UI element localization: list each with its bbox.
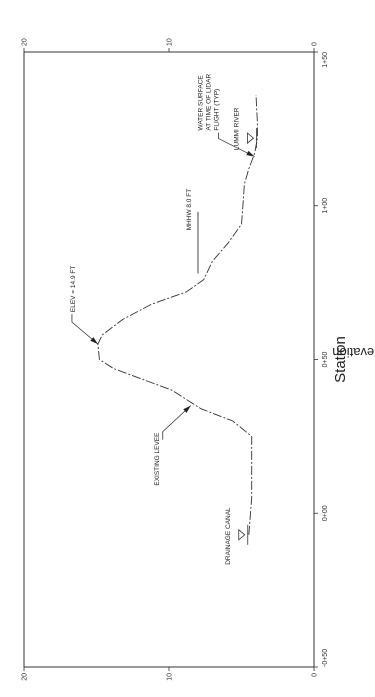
water-surface-label-line-3: FLIGHT (TYP) (214, 89, 221, 131)
rotated-chart-group: -0+50 0+00 0+50 1+00 1+50 0 0 10 10 20 20 MHHW 8.… (22, 38, 350, 681)
x-tick-label: 1+00 (322, 198, 329, 214)
mhhw-label: MHHW 8.0 FT (186, 189, 193, 231)
water-surface-label-line-2: AT TIME OF LIDAR (206, 74, 213, 131)
y-tick-label-right: 20 (22, 38, 29, 46)
water-surface-arrow-icon (246, 150, 255, 157)
y-tick-label-left: 0 (312, 673, 319, 677)
water-surface-leader (218, 132, 255, 157)
drainage-canal-label: DRAINAGE CANAL (225, 507, 232, 565)
ground-profile-line (97, 94, 258, 535)
y-tick-label-left: 20 (22, 673, 29, 681)
x-axis-label: Station (332, 336, 349, 383)
drainage-canal-triangle-icon (238, 528, 246, 541)
lummi-river-label: LUMMI RIVER (233, 107, 240, 150)
x-tick-label: -0+50 (322, 649, 329, 667)
x-tick-label: 1+50 (322, 52, 329, 68)
elevation-leader (71, 314, 99, 345)
existing-levee-annotation: EXISTING LEVEE (154, 405, 192, 486)
x-tick-label: 0+50 (322, 352, 329, 368)
y-axis-ticks: 0 0 10 10 20 20 (22, 38, 319, 681)
elevation-annotation: ELEV = 14.9 FT (70, 266, 99, 345)
water-surface-annotation: WATER SURFACE AT TIME OF LIDAR FLIGHT (T… (198, 74, 255, 157)
lummi-river-annotation: LUMMI RIVER (233, 107, 257, 150)
existing-levee-arrow-icon (183, 405, 191, 413)
x-axis-ticks: -0+50 0+00 0+50 1+00 1+50 (314, 51, 329, 668)
y-tick-label-right: 10 (167, 38, 174, 46)
y-tick-label-left: 10 (167, 673, 174, 681)
drainage-canal-annotation: DRAINAGE CANAL (225, 507, 249, 565)
x-tick-label: 0+00 (322, 505, 329, 521)
elevation-arrow-icon (90, 337, 98, 345)
y-tick-label-right: 0 (312, 42, 319, 46)
elevation-label: ELEV = 14.9 FT (70, 266, 77, 312)
plot-frame (23, 51, 315, 668)
water-surface-label-line-1: WATER SURFACE (198, 75, 205, 131)
lummi-river-triangle-icon (247, 132, 255, 144)
existing-levee-leader (162, 405, 192, 440)
existing-levee-label: EXISTING LEVEE (154, 432, 161, 486)
y-axis-label: Elevation (332, 345, 375, 360)
